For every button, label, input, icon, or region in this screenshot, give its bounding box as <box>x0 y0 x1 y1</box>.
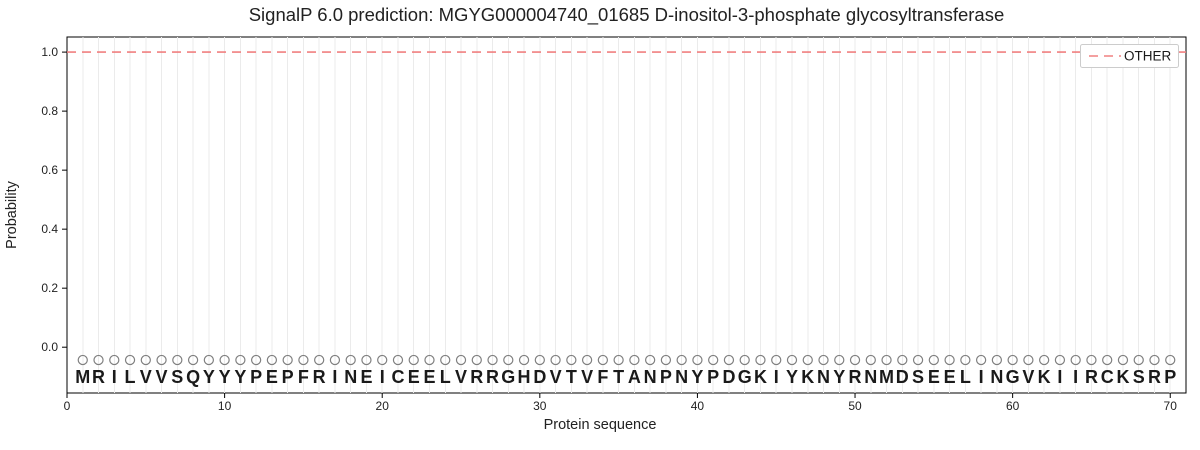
svg-text:0: 0 <box>64 399 71 413</box>
svg-text:G: G <box>501 367 515 387</box>
svg-text:N: N <box>864 367 877 387</box>
svg-text:Y: Y <box>234 367 246 387</box>
svg-text:K: K <box>1116 367 1129 387</box>
svg-text:T: T <box>566 367 577 387</box>
svg-text:T: T <box>613 367 624 387</box>
svg-text:60: 60 <box>1006 399 1020 413</box>
svg-text:H: H <box>518 367 531 387</box>
svg-text:P: P <box>250 367 262 387</box>
svg-text:P: P <box>707 367 719 387</box>
svg-text:K: K <box>754 367 767 387</box>
svg-text:P: P <box>660 367 672 387</box>
svg-text:50: 50 <box>848 399 862 413</box>
svg-text:G: G <box>1006 367 1020 387</box>
svg-text:V: V <box>140 367 152 387</box>
svg-text:0.2: 0.2 <box>41 281 58 295</box>
svg-text:Y: Y <box>219 367 231 387</box>
svg-text:OTHER: OTHER <box>1124 49 1172 64</box>
svg-text:C: C <box>391 367 404 387</box>
svg-text:D: D <box>722 367 735 387</box>
svg-text:R: R <box>470 367 483 387</box>
svg-text:E: E <box>944 367 956 387</box>
svg-text:C: C <box>1101 367 1114 387</box>
svg-text:E: E <box>928 367 940 387</box>
svg-text:N: N <box>990 367 1003 387</box>
svg-text:20: 20 <box>376 399 390 413</box>
svg-text:0.8: 0.8 <box>41 104 58 118</box>
svg-text:Q: Q <box>186 367 200 387</box>
svg-text:R: R <box>1085 367 1098 387</box>
svg-text:E: E <box>360 367 372 387</box>
svg-text:30: 30 <box>533 399 547 413</box>
svg-text:V: V <box>550 367 562 387</box>
svg-text:I: I <box>332 367 337 387</box>
svg-text:40: 40 <box>691 399 705 413</box>
svg-text:I: I <box>112 367 117 387</box>
svg-text:D: D <box>533 367 546 387</box>
svg-text:0.0: 0.0 <box>41 340 58 354</box>
svg-text:V: V <box>455 367 467 387</box>
svg-text:R: R <box>849 367 862 387</box>
svg-text:I: I <box>380 367 385 387</box>
svg-text:N: N <box>644 367 657 387</box>
svg-text:K: K <box>801 367 814 387</box>
svg-text:E: E <box>266 367 278 387</box>
svg-text:Y: Y <box>833 367 845 387</box>
svg-text:N: N <box>344 367 357 387</box>
svg-text:R: R <box>313 367 326 387</box>
svg-text:M: M <box>75 367 90 387</box>
svg-text:S: S <box>1133 367 1145 387</box>
svg-text:V: V <box>1022 367 1034 387</box>
svg-text:R: R <box>1148 367 1161 387</box>
svg-text:P: P <box>1164 367 1176 387</box>
svg-text:E: E <box>408 367 420 387</box>
svg-text:D: D <box>896 367 909 387</box>
svg-text:L: L <box>960 367 971 387</box>
svg-text:P: P <box>282 367 294 387</box>
svg-text:A: A <box>628 367 641 387</box>
svg-text:S: S <box>171 367 183 387</box>
svg-text:K: K <box>1038 367 1051 387</box>
svg-text:I: I <box>979 367 984 387</box>
svg-text:L: L <box>125 367 136 387</box>
svg-text:V: V <box>156 367 168 387</box>
svg-text:N: N <box>675 367 688 387</box>
svg-text:G: G <box>738 367 752 387</box>
svg-text:I: I <box>1073 367 1078 387</box>
svg-text:I: I <box>774 367 779 387</box>
svg-text:0.4: 0.4 <box>41 222 58 236</box>
svg-text:Y: Y <box>786 367 798 387</box>
svg-text:0.6: 0.6 <box>41 163 58 177</box>
svg-text:I: I <box>1057 367 1062 387</box>
svg-text:F: F <box>597 367 608 387</box>
svg-text:70: 70 <box>1164 399 1178 413</box>
svg-text:L: L <box>440 367 451 387</box>
svg-text:R: R <box>92 367 105 387</box>
svg-text:F: F <box>298 367 309 387</box>
svg-text:E: E <box>423 367 435 387</box>
svg-text:V: V <box>581 367 593 387</box>
svg-text:Y: Y <box>691 367 703 387</box>
svg-text:S: S <box>912 367 924 387</box>
svg-text:M: M <box>879 367 894 387</box>
svg-text:R: R <box>486 367 499 387</box>
svg-text:Y: Y <box>203 367 215 387</box>
svg-text:N: N <box>817 367 830 387</box>
svg-text:1.0: 1.0 <box>41 45 58 59</box>
svg-text:10: 10 <box>218 399 232 413</box>
